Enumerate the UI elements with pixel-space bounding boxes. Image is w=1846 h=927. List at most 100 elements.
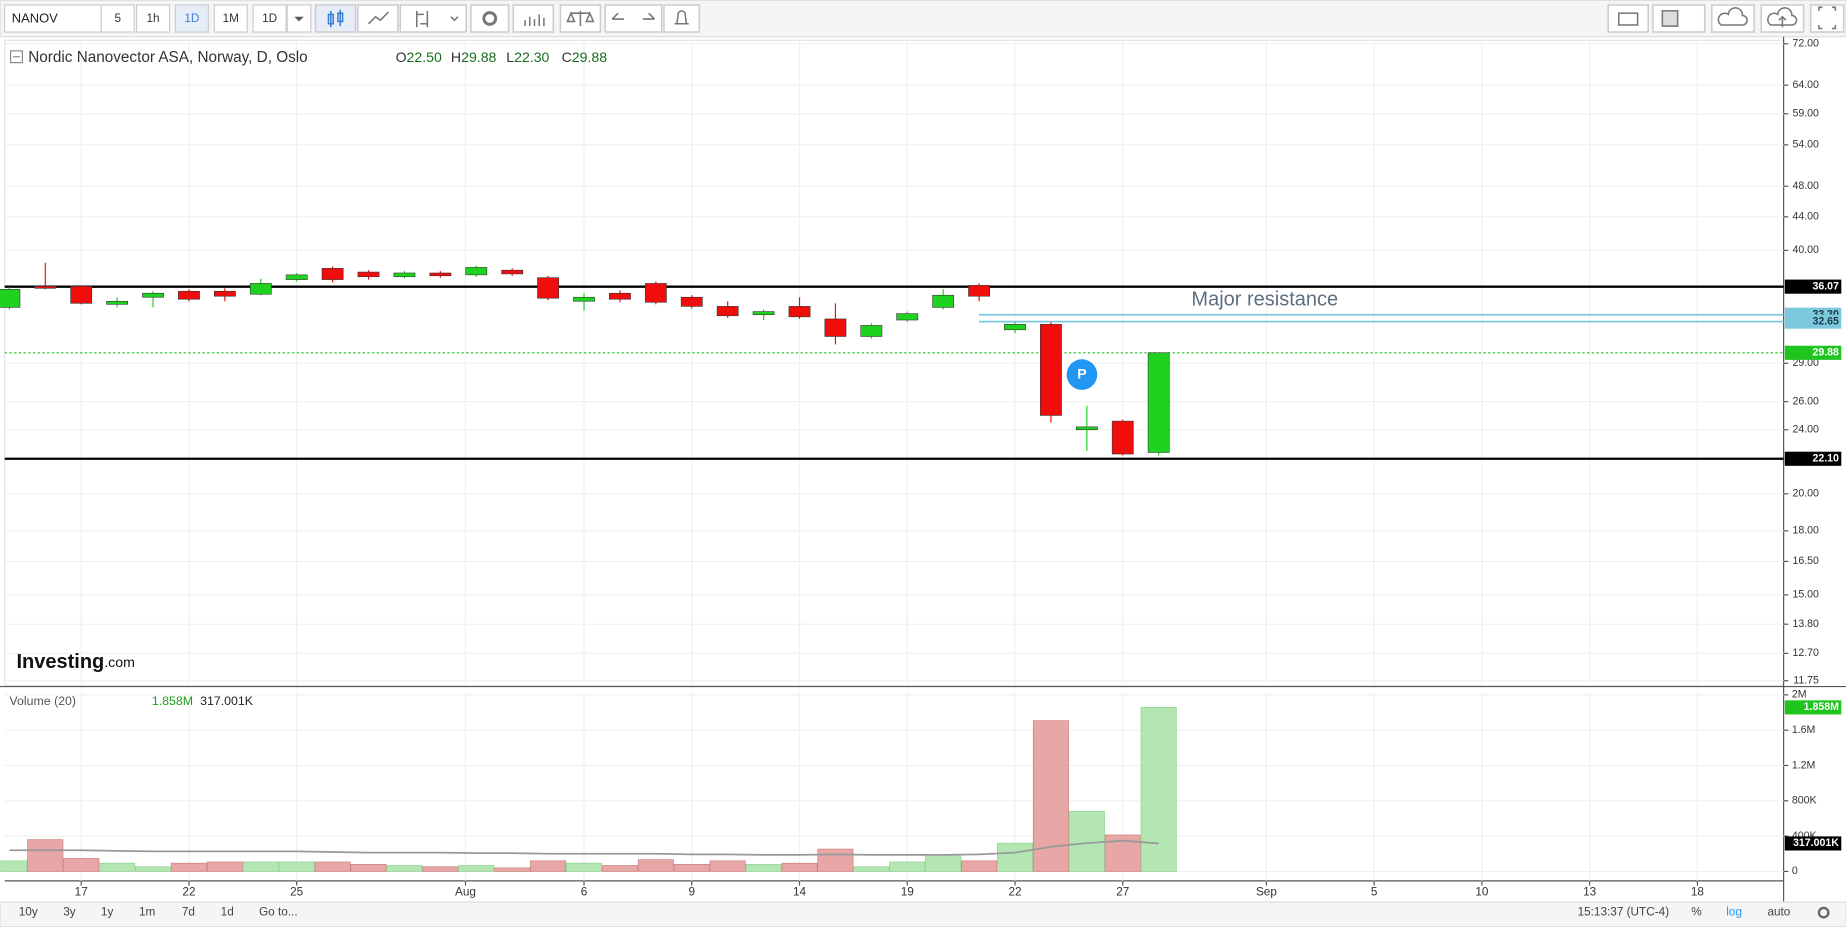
volume-bar [853, 866, 890, 872]
y-tick-label: 40.00 [1792, 244, 1819, 256]
snapshot-button[interactable] [1607, 4, 1649, 33]
range-button[interactable]: 10y [19, 906, 38, 919]
chart-title: Nordic Nanovector ASA, Norway, D, Oslo [28, 49, 307, 66]
y-tick-label: 44.00 [1792, 211, 1819, 223]
plot [0, 262, 1784, 872]
indicators-button[interactable] [512, 4, 555, 33]
candle-body [357, 271, 380, 278]
volume-bar [63, 858, 100, 872]
volume-bar [601, 865, 638, 872]
candle-body [178, 290, 200, 300]
badge-label: P [1077, 365, 1086, 381]
interval-button[interactable] [252, 4, 287, 33]
level-label: 22.10 [1812, 453, 1839, 465]
y-tick-label: 13.80 [1792, 618, 1819, 630]
candle-body [0, 288, 21, 308]
candle-body [609, 292, 631, 300]
fullscreen-button[interactable] [1809, 4, 1845, 33]
volume-bar [530, 860, 567, 872]
volume-bar [745, 864, 782, 872]
interval-label: 1D [262, 12, 277, 25]
y-tick-label: 16.50 [1792, 555, 1819, 567]
candle-body [788, 306, 811, 318]
x-tick-label: 22 [1008, 886, 1021, 899]
x-tick-label: 22 [182, 886, 195, 899]
range-button[interactable]: 1y [101, 906, 114, 919]
logo-suffix: .com [104, 654, 135, 670]
candles-icon [327, 9, 344, 28]
scale-option[interactable]: auto [1767, 906, 1790, 919]
logo: Investing.com [16, 651, 134, 673]
volume-tick-label: 2M [1792, 689, 1807, 701]
settings-button[interactable] [470, 4, 510, 33]
alert-button[interactable] [663, 4, 701, 33]
x-tick-label: 17 [75, 886, 88, 899]
y-tick-label: 48.00 [1792, 180, 1819, 192]
volume-bar [170, 862, 207, 872]
volume-bar [494, 867, 531, 872]
candle-body [501, 269, 524, 275]
goto[interactable]: Go to... [259, 906, 298, 919]
layout-button[interactable] [1652, 4, 1706, 33]
level-marker [1784, 345, 1842, 360]
interval-label: 1D [184, 12, 199, 25]
level-marker [1784, 279, 1842, 294]
interval-button[interactable] [174, 4, 209, 33]
indicators-icon [524, 14, 545, 27]
y-tick-label: 15.00 [1792, 589, 1819, 601]
ohlc-readout: O22.50 [396, 49, 442, 65]
camera-icon [1618, 12, 1639, 26]
level-label: 36.07 [1812, 280, 1839, 292]
interval-label: 1h [147, 12, 160, 25]
readout-value: 22.50 [407, 49, 442, 65]
interval-button[interactable] [100, 4, 135, 33]
volume-ma-marker [1784, 836, 1842, 851]
volume-bar [99, 862, 136, 872]
x-tick-label: 9 [688, 886, 695, 899]
candle-body [465, 267, 488, 276]
volume-bar [206, 861, 243, 872]
readout-value: 29.88 [461, 49, 496, 65]
y-tick-label: 20.00 [1792, 488, 1819, 500]
badge[interactable] [1066, 359, 1098, 390]
clock: 15:13:37 (UTC-4) [1578, 906, 1670, 919]
settings-gear[interactable] [1817, 906, 1830, 919]
volume-bar [925, 854, 962, 872]
candle-body [573, 296, 595, 302]
volume-bar [314, 861, 351, 872]
range-button[interactable]: 7d [182, 906, 195, 919]
level-label: 29.88 [1812, 347, 1839, 359]
volume-readout: 1.858M [152, 694, 193, 708]
candle-body [106, 300, 129, 305]
range-button[interactable]: 1d [221, 906, 234, 919]
readout-prefix: H [451, 49, 461, 65]
x-tick-label: Aug [455, 886, 476, 899]
draw-icon [415, 10, 459, 28]
volume-bar [278, 861, 315, 872]
alert-icon [674, 10, 689, 25]
volume-bar [350, 864, 387, 872]
range-button[interactable]: 1m [139, 906, 156, 919]
candle-body [537, 277, 560, 299]
candle-body [896, 313, 919, 321]
interval-button[interactable] [213, 4, 248, 33]
volume-bar [386, 865, 423, 872]
compare-icon [566, 10, 595, 27]
candles-button[interactable] [314, 4, 357, 33]
volume-bar [709, 860, 746, 872]
ohlc-readout: H29.88 [451, 49, 497, 65]
scale-option[interactable]: log [1726, 906, 1742, 919]
toolbar-icons [314, 4, 1845, 33]
interval-button[interactable] [135, 4, 171, 33]
range-button[interactable]: 3y [63, 906, 76, 919]
volume-tick-label: 1.6M [1792, 724, 1816, 736]
x-tick-label: 27 [1116, 886, 1129, 899]
y-tick-label: 18.00 [1792, 525, 1819, 537]
candle-body [1040, 324, 1062, 416]
symbol-input[interactable] [4, 4, 102, 33]
volume-marker [1784, 700, 1842, 715]
candle-body [1111, 420, 1134, 455]
scale-option[interactable]: % [1691, 906, 1702, 919]
